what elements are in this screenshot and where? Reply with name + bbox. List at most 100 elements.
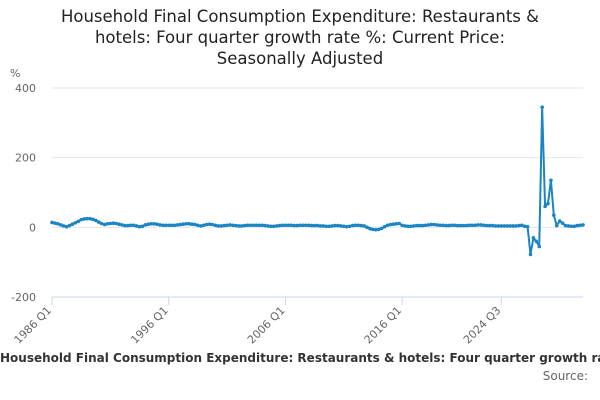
data-point: [312, 223, 317, 228]
data-point: [231, 223, 235, 228]
data-point: [362, 224, 366, 228]
data-point: [400, 223, 404, 228]
data-point: [426, 223, 431, 227]
data-point: [368, 226, 372, 231]
data-point: [234, 223, 238, 228]
data-point: [522, 224, 527, 229]
data-point: [228, 223, 232, 227]
data-point: [514, 224, 518, 228]
y-tick-label: -200: [11, 291, 36, 304]
data-point: [432, 222, 437, 227]
data-point: [274, 224, 279, 228]
data-point: [120, 223, 124, 227]
data-point: [143, 223, 148, 227]
data-point: [566, 224, 571, 228]
data-point: [455, 223, 460, 228]
data-point: [339, 224, 343, 228]
data-point: [374, 227, 378, 232]
data-point: [517, 223, 521, 228]
data-point: [441, 223, 445, 228]
data-point: [321, 224, 326, 228]
data-point: [385, 223, 390, 228]
data-point: [336, 223, 340, 228]
data-point: [61, 224, 66, 228]
data-point: [187, 222, 191, 226]
data-point: [473, 223, 477, 228]
data-point: [330, 224, 334, 228]
data-point: [82, 217, 86, 221]
data-point: [546, 201, 550, 206]
data-point: [88, 216, 92, 221]
data-point: [114, 221, 118, 226]
data-point: [111, 221, 116, 225]
data-point: [67, 223, 72, 228]
data-point: [499, 224, 504, 228]
data-point: [347, 224, 352, 229]
data-point: [333, 223, 337, 228]
data-point: [251, 223, 256, 228]
data-point: [50, 220, 54, 225]
data-point: [365, 225, 369, 230]
y-tick-label: 0: [29, 221, 36, 234]
data-point: [298, 223, 302, 228]
data-point: [578, 223, 582, 228]
data-point: [76, 219, 81, 224]
data-point: [479, 223, 483, 227]
x-tick-label: 2006 Q1: [245, 304, 288, 347]
y-tick-label: 200: [15, 152, 36, 165]
data-point: [190, 222, 194, 226]
data-point: [581, 223, 585, 227]
data-point: [161, 223, 165, 228]
data-point: [204, 222, 209, 227]
data-point: [359, 223, 364, 228]
data-point: [239, 224, 244, 228]
data-point: [196, 223, 200, 228]
data-point: [423, 223, 428, 228]
data-point: [199, 224, 203, 228]
data-point: [350, 223, 355, 228]
title-line-2: hotels: Four quarter growth rate %: Curr…: [94, 28, 506, 47]
data-point: [487, 223, 492, 228]
data-point: [184, 222, 189, 226]
title-line-3: Seasonally Adjusted: [216, 49, 384, 68]
data-point: [155, 222, 159, 226]
data-point: [152, 222, 156, 226]
data-point: [266, 224, 270, 228]
data-point: [134, 224, 139, 228]
data-point: [519, 223, 524, 228]
data-point: [511, 224, 515, 228]
data-point: [85, 216, 89, 221]
data-point: [344, 224, 349, 229]
data-point: [569, 224, 574, 229]
data-point: [356, 223, 361, 228]
data-point: [286, 223, 291, 228]
data-point: [534, 239, 539, 244]
data-point: [394, 222, 399, 226]
data-point: [108, 221, 113, 226]
data-point: [123, 223, 127, 228]
data-point: [219, 224, 224, 228]
data-point: [254, 223, 259, 228]
data-point: [260, 223, 264, 228]
data-point: [560, 221, 565, 225]
data-point: [318, 224, 323, 228]
data-point: [505, 224, 509, 228]
data-point: [277, 223, 282, 228]
data-point: [557, 219, 562, 223]
data-point: [379, 226, 384, 231]
data-point: [458, 223, 463, 228]
data-point: [245, 223, 250, 228]
data-point: [216, 224, 221, 228]
data-point: [554, 223, 559, 228]
data-point: [508, 224, 512, 228]
data-point: [292, 223, 296, 228]
data-point: [236, 224, 241, 228]
data-point: [175, 223, 180, 227]
data-point: [461, 223, 466, 228]
title-line-1: Household Final Consumption Expenditure:…: [60, 7, 540, 26]
data-point: [304, 223, 308, 228]
data-point: [391, 222, 396, 226]
data-point: [263, 223, 267, 228]
data-point: [117, 222, 121, 226]
